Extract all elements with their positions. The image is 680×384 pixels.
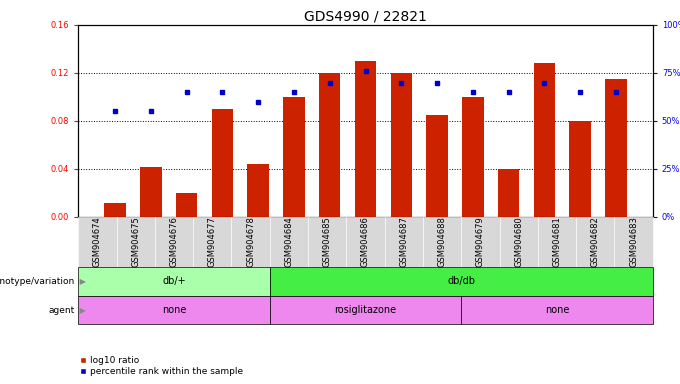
Bar: [140, 167, 162, 217]
Bar: [283, 97, 305, 217]
Text: agent: agent: [48, 306, 75, 314]
Title: GDS4990 / 22821: GDS4990 / 22821: [304, 10, 427, 24]
Bar: [390, 73, 412, 217]
Bar: [176, 193, 197, 217]
Text: ▶: ▶: [77, 277, 86, 286]
Text: GSM904681: GSM904681: [553, 217, 562, 267]
Text: ▶: ▶: [77, 306, 86, 314]
Text: genotype/variation: genotype/variation: [0, 277, 75, 286]
Bar: [569, 121, 591, 217]
Text: none: none: [162, 305, 186, 315]
Bar: [498, 169, 520, 217]
Text: GSM904683: GSM904683: [629, 217, 638, 267]
Text: GSM904684: GSM904684: [284, 217, 293, 267]
Bar: [462, 97, 483, 217]
Text: GSM904687: GSM904687: [399, 217, 408, 267]
Text: db/db: db/db: [447, 276, 475, 286]
Bar: [605, 79, 627, 217]
Text: GSM904674: GSM904674: [93, 217, 102, 267]
Bar: [104, 203, 126, 217]
Text: GSM904675: GSM904675: [131, 217, 140, 267]
Bar: [426, 115, 448, 217]
Text: GSM904682: GSM904682: [591, 217, 600, 267]
Bar: [248, 164, 269, 217]
Text: GSM904685: GSM904685: [323, 217, 332, 267]
Text: GSM904688: GSM904688: [438, 217, 447, 267]
Text: GSM904676: GSM904676: [169, 217, 178, 267]
Text: GSM904678: GSM904678: [246, 217, 255, 267]
Legend: log10 ratio, percentile rank within the sample: log10 ratio, percentile rank within the …: [76, 353, 247, 379]
Text: GSM904680: GSM904680: [514, 217, 523, 267]
Text: GSM904677: GSM904677: [208, 217, 217, 267]
Bar: [534, 63, 555, 217]
Bar: [319, 73, 341, 217]
Text: rosiglitazone: rosiglitazone: [335, 305, 396, 315]
Text: GSM904686: GSM904686: [361, 217, 370, 267]
Text: none: none: [545, 305, 569, 315]
Text: db/+: db/+: [162, 276, 186, 286]
Bar: [211, 109, 233, 217]
Bar: [355, 61, 376, 217]
Text: GSM904679: GSM904679: [476, 217, 485, 267]
